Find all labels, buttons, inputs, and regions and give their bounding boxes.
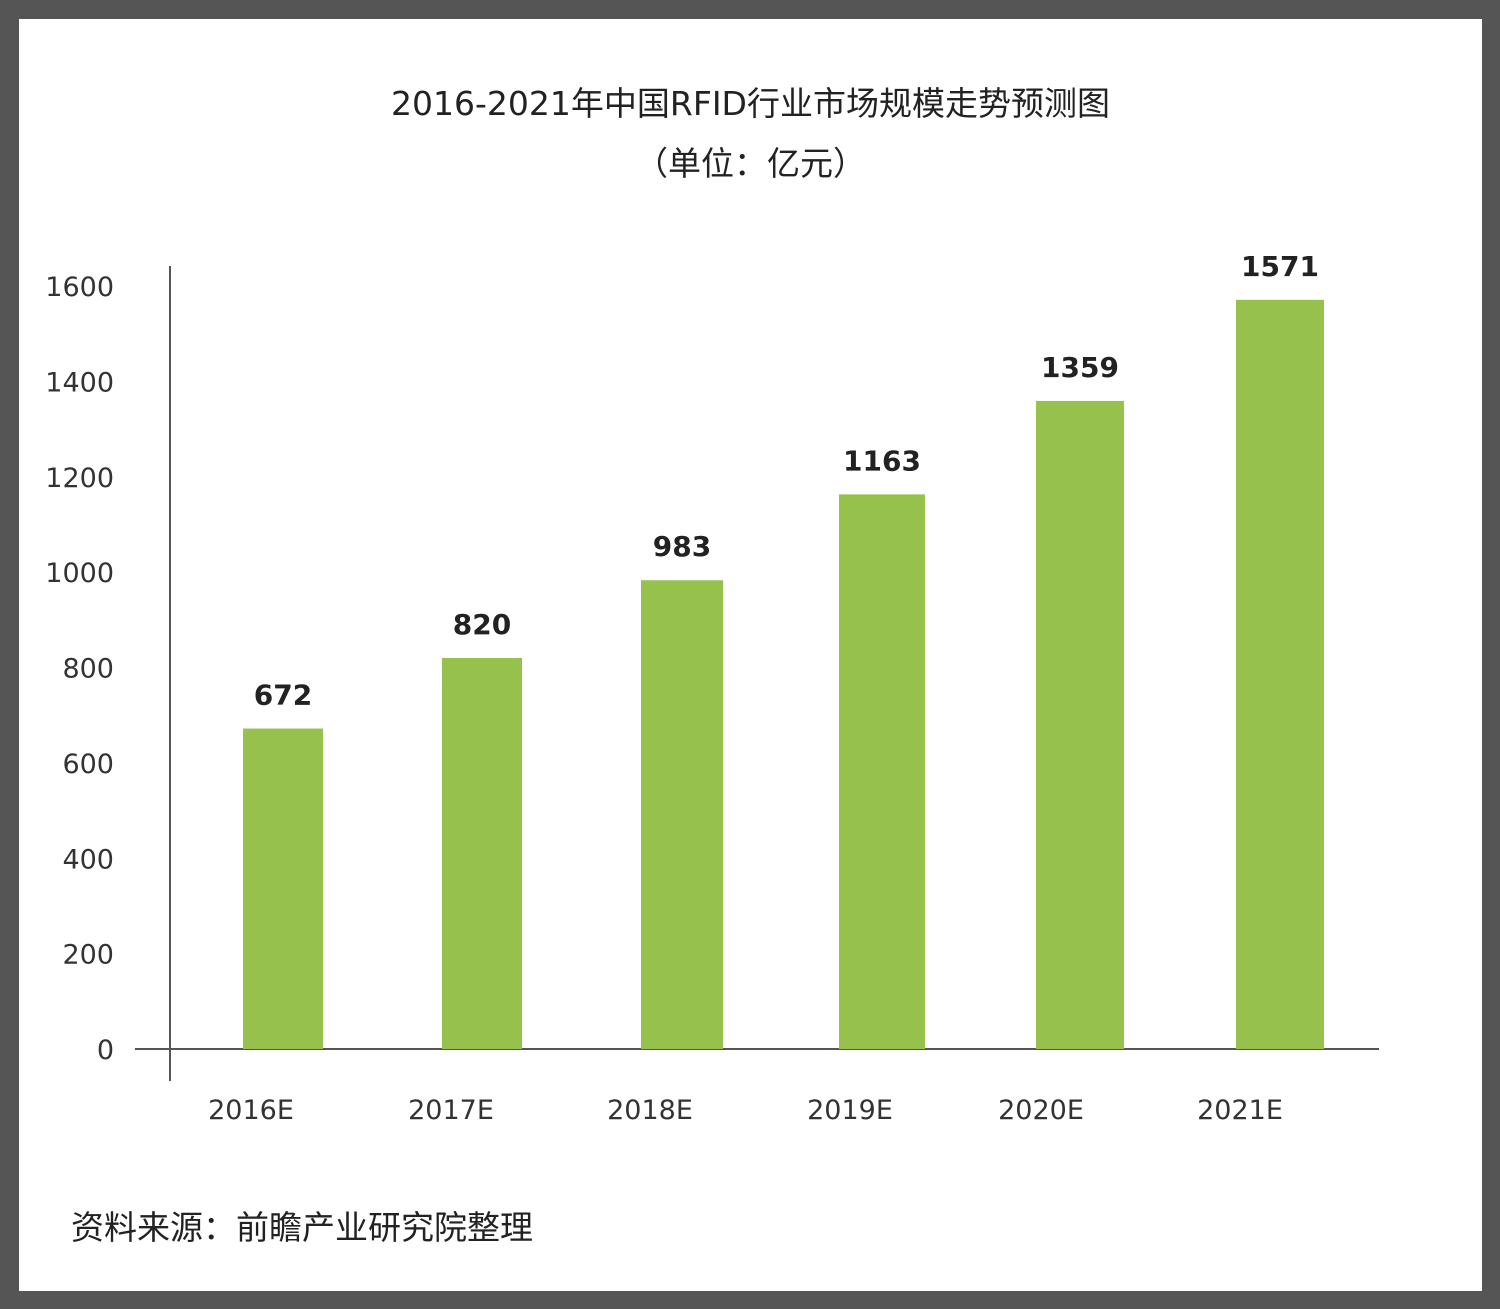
x-tick-label: 2017E [408, 1095, 494, 1126]
y-tick-labels: 0 200 400 600 800 1000 1200 1400 1600 [45, 272, 114, 1066]
y-tick-label: 400 [62, 844, 114, 875]
x-tick-label: 2018E [607, 1095, 693, 1126]
y-tick-label: 1200 [45, 463, 114, 494]
y-tick-label: 800 [62, 654, 114, 685]
data-label: 1163 [843, 444, 921, 477]
chart-title: 2016-2021年中国RFID行业市场规模走势预测图 [391, 84, 1110, 123]
x-tick-label: 2019E [807, 1095, 893, 1126]
x-tick-label: 2020E [998, 1095, 1084, 1126]
bar [839, 494, 925, 1049]
y-tick-label: 1600 [45, 272, 114, 303]
chart-frame: 2016-2021年中国RFID行业市场规模走势预测图 （单位：亿元） 0 200… [19, 19, 1482, 1291]
x-tick-labels: 2016E 2017E 2018E 2019E 2020E 2021E [208, 1095, 1283, 1126]
bar [1036, 400, 1124, 1049]
chart-subtitle: （单位：亿元） [635, 144, 866, 183]
y-tick-label: 1000 [45, 558, 114, 589]
y-tick-label: 600 [62, 749, 114, 780]
y-tick-label: 200 [62, 940, 114, 971]
x-tick-label: 2016E [208, 1095, 294, 1126]
bars: 672 820 983 1163 1359 1571 [243, 250, 1324, 1050]
data-label: 1571 [1241, 250, 1319, 283]
bar-chart: 0 200 400 600 800 1000 1200 1400 1600 672 820 983 1… [45, 250, 1379, 1126]
bar [641, 580, 723, 1049]
data-label: 983 [653, 530, 711, 563]
source-note: 资料来源：前瞻产业研究院整理 [71, 1208, 533, 1247]
x-tick-label: 2021E [1197, 1095, 1283, 1126]
data-label: 672 [254, 679, 312, 712]
y-tick-label: 0 [97, 1035, 114, 1066]
data-label: 820 [453, 608, 511, 641]
bar [243, 728, 323, 1049]
y-tick-label: 1400 [45, 367, 114, 398]
bar [442, 657, 522, 1049]
bar [1236, 299, 1324, 1050]
data-label: 1359 [1041, 351, 1119, 384]
